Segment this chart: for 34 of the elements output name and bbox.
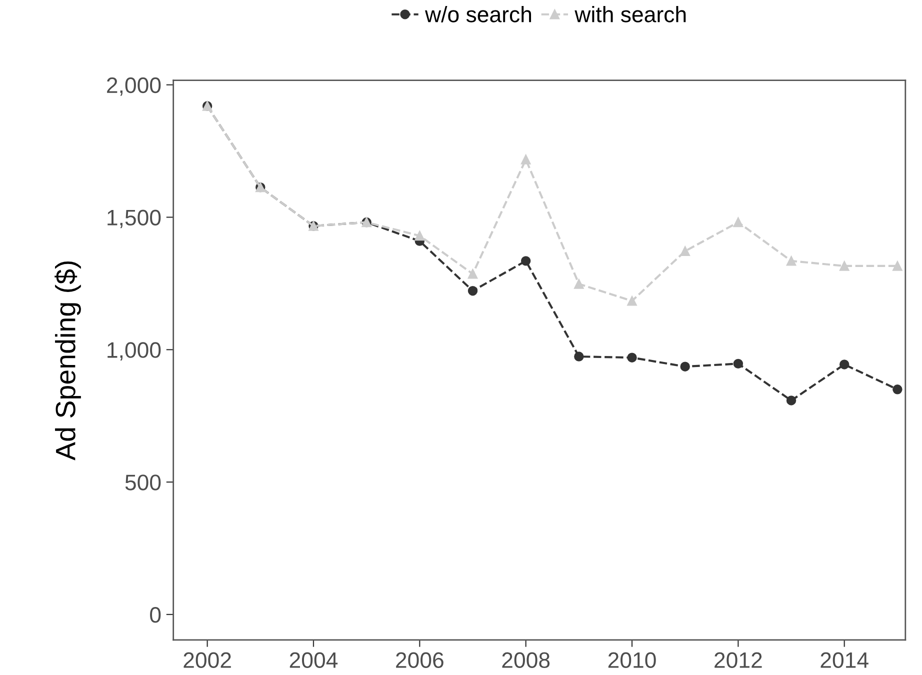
point — [414, 230, 425, 241]
x-tick-label: 2014 — [820, 652, 868, 668]
point — [892, 384, 902, 394]
y-tick-label: 0 — [150, 607, 161, 623]
y-tick-label: 1,500 — [108, 210, 161, 228]
point — [839, 261, 850, 271]
point — [892, 261, 902, 271]
point — [574, 279, 584, 289]
point — [574, 352, 584, 362]
point — [680, 362, 690, 372]
point — [786, 256, 796, 266]
y-tick-label: 2,000 — [107, 77, 161, 96]
point — [839, 360, 850, 370]
y-tick-label: 500 — [125, 474, 161, 490]
point — [627, 296, 637, 306]
x-tick-label: 2012 — [714, 652, 762, 668]
x-tick-label: 2004 — [290, 652, 338, 668]
point — [468, 269, 478, 279]
point — [520, 154, 531, 164]
x-tick-label: 2002 — [184, 652, 231, 668]
y-axis-title: Ad Spending ($) — [54, 261, 81, 460]
legend-label: with search — [574, 6, 686, 22]
point — [733, 217, 744, 228]
legend-label: w/o search — [424, 6, 532, 22]
point — [786, 396, 796, 406]
point — [520, 256, 531, 266]
y-tick-label: 1,000 — [108, 342, 161, 361]
x-tick-label: 2008 — [502, 652, 550, 668]
point — [468, 286, 478, 296]
point — [627, 352, 637, 362]
point — [733, 358, 744, 369]
x-tick-label: 2010 — [608, 652, 656, 668]
point — [680, 246, 690, 256]
x-tick-label: 2006 — [396, 652, 444, 668]
